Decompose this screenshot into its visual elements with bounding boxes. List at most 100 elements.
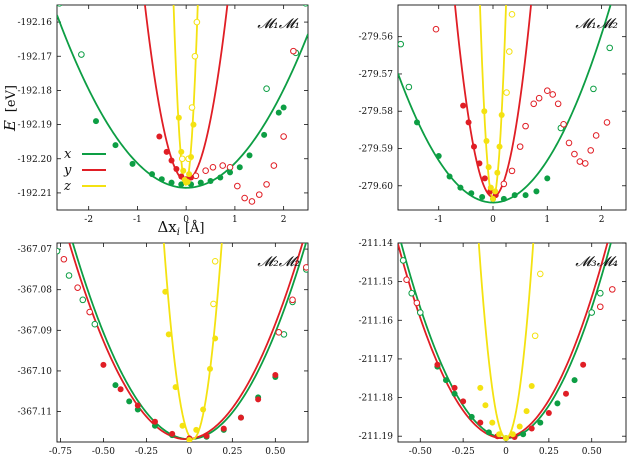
plot-area bbox=[398, 5, 614, 204]
filled-point-x bbox=[554, 400, 561, 407]
filled-point-y bbox=[151, 418, 158, 425]
y-tick-label: -211.19 bbox=[358, 432, 393, 442]
y-tick-label: -211.16 bbox=[358, 316, 393, 326]
filled-point-x bbox=[280, 104, 287, 111]
filled-point-y bbox=[117, 386, 124, 393]
x-tick-label: 0.50 bbox=[582, 447, 602, 457]
filled-point-x bbox=[500, 195, 507, 202]
filled-point-z bbox=[188, 154, 195, 161]
filled-point-y bbox=[477, 419, 484, 426]
filled-point-z bbox=[200, 406, 207, 413]
y-tick-label: -279.56 bbox=[358, 33, 393, 43]
panel-title: 𝓜₃𝓜₄ bbox=[575, 254, 618, 270]
filled-point-y bbox=[481, 175, 488, 182]
y-tick-label: -211.15 bbox=[358, 278, 393, 288]
panel-title: 𝓜₂𝓜₂ bbox=[257, 254, 300, 270]
filled-point-y bbox=[220, 425, 227, 432]
y-tick-label: -367.08 bbox=[17, 286, 52, 296]
open-point-x bbox=[399, 257, 407, 264]
open-point-z bbox=[505, 48, 513, 55]
filled-point-z bbox=[178, 148, 185, 155]
filled-point-y bbox=[100, 361, 107, 368]
open-point-y bbox=[241, 194, 248, 202]
open-point-x bbox=[596, 289, 604, 297]
filled-point-x bbox=[451, 390, 458, 397]
open-point-x bbox=[57, 247, 61, 255]
filled-point-x bbox=[544, 175, 551, 182]
open-point-y bbox=[209, 163, 217, 171]
plot-area bbox=[398, 243, 616, 442]
open-point-y bbox=[522, 122, 529, 130]
filled-point-y bbox=[173, 166, 180, 172]
y-axis-label: E [eV] bbox=[1, 85, 19, 132]
open-point-y bbox=[226, 163, 234, 171]
open-point-z bbox=[503, 89, 510, 96]
filled-point-x bbox=[112, 142, 119, 149]
filled-point-y bbox=[169, 430, 176, 437]
plot-frame bbox=[397, 242, 627, 443]
fit-curve-x bbox=[57, 14, 308, 189]
open-point-y bbox=[60, 255, 68, 263]
filled-point-x bbox=[129, 160, 136, 167]
open-point-x bbox=[78, 51, 85, 58]
filled-point-y bbox=[545, 410, 552, 417]
open-point-y bbox=[255, 191, 263, 198]
filled-point-z bbox=[175, 114, 182, 121]
y-tick-label: -211.18 bbox=[358, 394, 393, 404]
chart-panel-3: -0.75 -0.50 -0.25 0 0.25 0.50 -367.07 -367.08 -3… bbox=[17, 242, 309, 457]
fit-curve-z bbox=[162, 243, 223, 440]
y-tick-label: -279.57 bbox=[358, 70, 393, 80]
y-tick-label: -192.18 bbox=[17, 86, 52, 96]
x-tick-label: -1 bbox=[434, 215, 443, 225]
x-axis-label-sub: i bbox=[177, 227, 180, 238]
fit-curve-y bbox=[68, 243, 304, 441]
open-point-y bbox=[576, 158, 584, 165]
filled-point-y bbox=[237, 414, 244, 421]
open-point-y bbox=[543, 87, 551, 95]
plot-frame bbox=[56, 4, 309, 211]
filled-point-x bbox=[158, 176, 165, 183]
y-tick-label: -279.60 bbox=[358, 182, 393, 192]
open-point-y bbox=[290, 47, 297, 55]
filled-point-x bbox=[468, 413, 475, 420]
open-point-y bbox=[219, 162, 227, 169]
open-point-y bbox=[280, 133, 287, 140]
chart-panel-1: -2 -1 0 1 2 -192.16 -192.17 -192.18 -192.19 -192.… bbox=[17, 4, 309, 225]
filled-point-x bbox=[435, 152, 442, 159]
filled-point-z bbox=[496, 143, 503, 150]
filled-point-x bbox=[126, 398, 133, 405]
x-tick-label: 0 bbox=[503, 447, 509, 457]
filled-point-y bbox=[434, 361, 441, 368]
plot-area bbox=[57, 243, 308, 442]
filled-point-z bbox=[190, 121, 197, 128]
y-tick-label: -367.11 bbox=[17, 408, 52, 418]
filled-point-z bbox=[496, 431, 503, 438]
filled-point-z bbox=[162, 288, 169, 295]
x-tick-label: -0.25 bbox=[452, 447, 475, 457]
filled-point-x bbox=[112, 382, 119, 389]
filled-point-x bbox=[537, 419, 544, 426]
open-point-x bbox=[588, 309, 596, 316]
open-point-z bbox=[211, 257, 219, 265]
filled-point-z bbox=[494, 169, 501, 176]
filled-point-y bbox=[156, 133, 163, 140]
filled-point-z bbox=[165, 331, 172, 338]
filled-point-x bbox=[446, 173, 453, 180]
filled-point-z bbox=[184, 178, 191, 185]
filled-point-x bbox=[571, 377, 578, 384]
fit-curve-z bbox=[477, 243, 535, 440]
open-point-z bbox=[193, 18, 201, 26]
chart-panel-4: -0.50 -0.25 0 0.25 0.50 -211.14 -211.15 -211.16… bbox=[358, 239, 627, 457]
filled-point-y bbox=[134, 402, 141, 409]
open-point-y bbox=[86, 308, 93, 316]
filled-point-y bbox=[163, 148, 170, 155]
x-tick-label: 0 bbox=[183, 215, 189, 225]
filled-point-x bbox=[457, 184, 464, 191]
filled-point-y bbox=[460, 102, 467, 109]
filled-point-z bbox=[509, 431, 516, 438]
filled-point-z bbox=[207, 365, 214, 372]
open-point-x bbox=[79, 296, 87, 304]
filled-point-x bbox=[168, 179, 175, 186]
open-point-x bbox=[302, 5, 308, 7]
open-point-y bbox=[432, 25, 440, 33]
